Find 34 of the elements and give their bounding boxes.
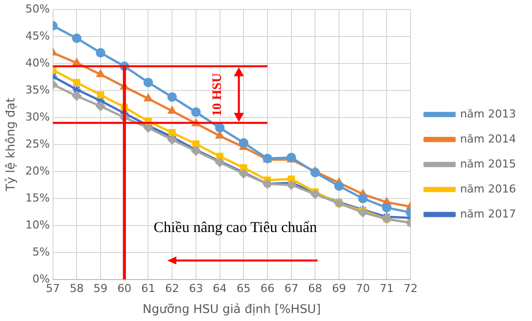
x-tick-label: 59 xyxy=(94,282,108,295)
y-tick-label: 10% xyxy=(25,218,50,232)
x-tick-label: 63 xyxy=(188,282,203,295)
legend-label: năm 2016 xyxy=(460,182,516,196)
x-tick-label: 66 xyxy=(260,282,274,295)
y-tick-label: 40% xyxy=(25,56,50,70)
x-tick-label: 60 xyxy=(117,282,132,295)
x-tick-label: 58 xyxy=(70,282,84,295)
x-tick-label: 68 xyxy=(308,282,322,295)
y-tick-label: 30% xyxy=(25,110,50,124)
y-tick-label: 50% xyxy=(25,2,50,16)
legend-label: năm 2017 xyxy=(460,207,516,220)
x-tick-label: 65 xyxy=(236,282,251,295)
annotation: 10 HSU xyxy=(208,72,224,116)
x-tick-label: 62 xyxy=(165,282,180,295)
annotation: Chiều nâng cao Tiêu chuẩn xyxy=(154,220,318,236)
legend-label: năm 2014 xyxy=(460,132,516,146)
legend-label: năm 2013 xyxy=(460,107,516,120)
y-tick-label: 5% xyxy=(32,245,50,258)
y-tick-label: 45% xyxy=(25,29,50,42)
x-tick-label: 64 xyxy=(212,282,227,295)
x-tick-label: 69 xyxy=(332,282,346,295)
y-tick-label: 35% xyxy=(25,83,50,96)
x-axis-title: Ngưỡng HSU giả định [%HSU] xyxy=(142,302,321,316)
y-tick-label: 15% xyxy=(25,191,50,204)
x-tick-label: 71 xyxy=(380,282,394,295)
x-tick-label: 61 xyxy=(141,282,156,295)
legend-label: năm 2015 xyxy=(460,157,516,170)
x-tick-label: 70 xyxy=(356,282,370,295)
y-tick-label: 20% xyxy=(25,164,50,178)
y-tick-label: 25% xyxy=(25,137,50,150)
x-tick-label: 67 xyxy=(284,282,298,295)
y-axis-title: Tỷ lệ không đạt xyxy=(3,98,18,192)
x-tick-label: 72 xyxy=(404,282,418,295)
